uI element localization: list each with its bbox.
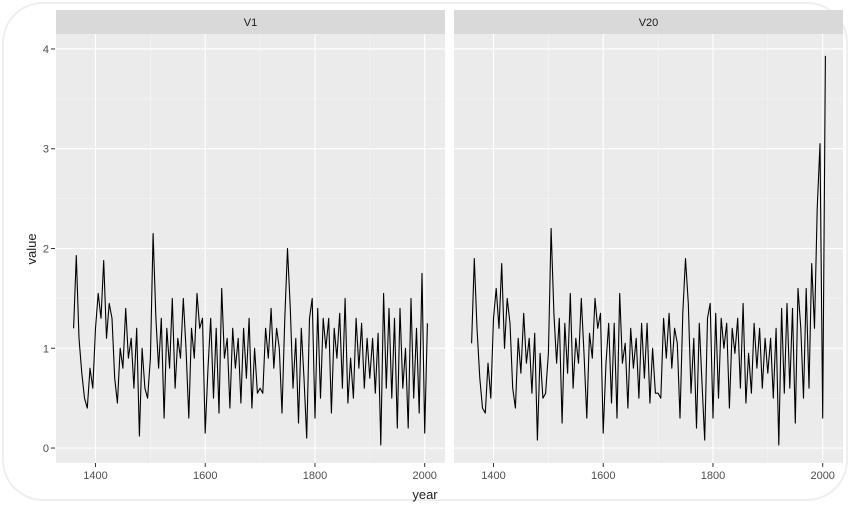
x-tick-label: 1800	[701, 470, 725, 482]
y-tick-label: 4	[43, 44, 49, 56]
y-tick-label: 2	[43, 244, 49, 256]
y-tick-label: 0	[43, 443, 49, 455]
facet-strip	[454, 10, 843, 34]
facet-strip	[56, 10, 445, 34]
x-tick-label: 1800	[303, 470, 327, 482]
y-axis-title: value	[24, 233, 39, 264]
panel-v1: V1 1400 1600 1800 2000	[56, 10, 445, 482]
y-tick-label: 1	[43, 343, 49, 355]
panel-v20: V20 1400 1600 1800 2000	[454, 10, 843, 482]
x-tick-label: 2000	[810, 470, 834, 482]
x-tick-label: 1400	[481, 470, 505, 482]
x-axis-title: year	[412, 487, 438, 502]
facet-strip-label: V20	[639, 17, 659, 29]
x-tick-label: 2000	[412, 470, 436, 482]
series-line-v20	[471, 55, 826, 446]
series-line-v1	[73, 232, 428, 446]
x-tick-label: 1400	[83, 470, 107, 482]
facet-strip-label: V1	[244, 17, 257, 29]
y-tick-label: 3	[43, 144, 49, 156]
x-tick-label: 1600	[591, 470, 615, 482]
x-tick-label: 1600	[193, 470, 217, 482]
